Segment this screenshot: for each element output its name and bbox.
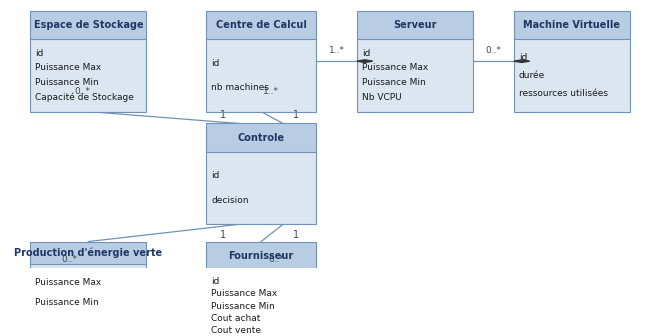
Bar: [206, 11, 316, 112]
Text: decision: decision: [211, 196, 249, 205]
Text: id: id: [519, 53, 527, 61]
Text: 0..*: 0..*: [486, 45, 501, 54]
Bar: [514, 11, 630, 39]
Text: 1..*: 1..*: [263, 87, 278, 96]
Bar: [357, 11, 473, 112]
Text: id: id: [211, 171, 220, 180]
Bar: [30, 11, 147, 112]
Bar: [206, 11, 316, 39]
Bar: [206, 39, 316, 112]
Text: Capacité de Stockage: Capacité de Stockage: [36, 92, 134, 102]
Bar: [206, 124, 316, 224]
Bar: [206, 242, 316, 336]
Text: Centre de Calcul: Centre de Calcul: [216, 20, 307, 30]
Text: ressources utilisées: ressources utilisées: [519, 89, 608, 98]
Text: 0..*: 0..*: [74, 87, 90, 96]
Text: Puissance Max: Puissance Max: [36, 279, 101, 287]
Bar: [206, 270, 316, 336]
Text: id: id: [211, 278, 220, 286]
Bar: [30, 264, 147, 321]
Text: Puissance Max: Puissance Max: [36, 64, 101, 73]
Bar: [357, 11, 473, 39]
Text: Puissance Min: Puissance Min: [362, 78, 426, 87]
Bar: [514, 39, 630, 112]
Text: id: id: [36, 49, 43, 58]
Text: Cout achat: Cout achat: [211, 314, 261, 323]
Polygon shape: [514, 60, 530, 62]
Text: 1: 1: [220, 110, 226, 120]
Text: Puissance Min: Puissance Min: [36, 78, 99, 87]
Text: 1: 1: [220, 229, 226, 240]
Text: Puissance Min: Puissance Min: [211, 302, 275, 310]
Text: Cout vente: Cout vente: [211, 326, 261, 335]
Text: Puissance Max: Puissance Max: [362, 64, 428, 73]
Text: 1: 1: [293, 229, 299, 240]
Text: Espace de Stockage: Espace de Stockage: [34, 20, 143, 30]
Text: Machine Virtuelle: Machine Virtuelle: [524, 20, 620, 30]
Text: Nb VCPU: Nb VCPU: [362, 92, 401, 101]
Text: id: id: [211, 59, 220, 68]
Text: Serveur: Serveur: [393, 20, 437, 30]
Text: 0..*: 0..*: [61, 255, 78, 264]
Bar: [30, 11, 147, 39]
Bar: [206, 152, 316, 224]
Text: durée: durée: [519, 71, 545, 80]
Text: Controle: Controle: [238, 133, 285, 142]
Text: id: id: [362, 49, 370, 58]
Text: 0..*: 0..*: [268, 255, 285, 264]
Text: 1..*: 1..*: [328, 45, 344, 54]
Bar: [514, 11, 630, 112]
Polygon shape: [357, 60, 372, 62]
Bar: [30, 39, 147, 112]
Text: Puissance Max: Puissance Max: [211, 290, 278, 298]
Bar: [30, 242, 147, 321]
Bar: [206, 242, 316, 270]
Bar: [206, 124, 316, 152]
Bar: [357, 39, 473, 112]
Text: nb machines: nb machines: [211, 83, 269, 92]
Text: Fournisseur: Fournisseur: [228, 251, 293, 261]
Text: Production d'énergie verte: Production d'énergie verte: [14, 247, 163, 258]
Text: 1: 1: [293, 110, 299, 120]
Bar: [30, 242, 147, 264]
Text: Puissance Min: Puissance Min: [36, 298, 99, 306]
